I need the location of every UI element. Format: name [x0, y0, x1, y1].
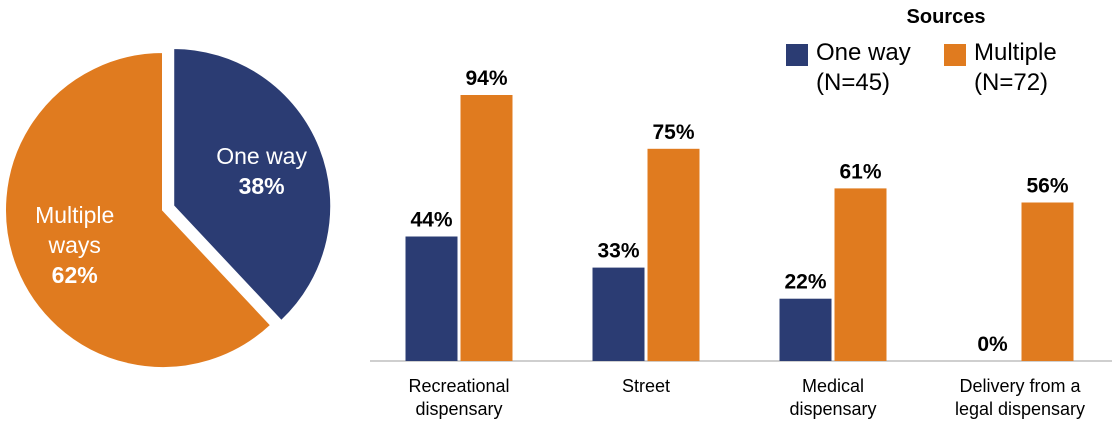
x-tick-label-recreational-dispensary: Recreational [408, 376, 509, 396]
bar-one-way-street [592, 267, 645, 361]
legend-label-multiple: Multiple [974, 39, 1057, 66]
pie-slice-multiple-ways-label: Multiple [35, 202, 114, 228]
pie-slice-multiple-ways-label: ways [47, 232, 100, 258]
pie-slice-one-way-value-label: 38% [239, 173, 285, 199]
bar-one-way-recreational-dispensary [405, 236, 458, 361]
bar-chart: 44% 94% Recreational dispensary 33% 75% Street… [370, 67, 1112, 419]
bar-one-way-medical-dispensary [779, 298, 832, 361]
pie-slice-multiple-ways-value-label: 62% [52, 262, 98, 288]
legend-n-one-way: (N=45) [816, 69, 891, 96]
pie-slice-one-way [172, 46, 333, 323]
x-tick-label-street: Street [622, 376, 670, 396]
bar-multiple-medical-dispensary [834, 188, 887, 361]
pie-slice-multiple-ways [4, 50, 273, 369]
pie-slice-one-way-label: One way [216, 143, 307, 169]
legend-n-multiple: (N=72) [974, 69, 1049, 96]
bar-one-way-recreational-dispensary-value-label: 44% [410, 209, 452, 232]
x-tick-label-delivery-from-a-legal-dispensary: Delivery from a [959, 376, 1081, 396]
x-tick-label-medical-dispensary: dispensary [789, 399, 876, 419]
pie-chart: One way 38% Multiple ways 62% [4, 46, 333, 369]
bar-multiple-medical-dispensary-value-label: 61% [839, 160, 881, 183]
bar-multiple-recreational-dispensary-value-label: 94% [465, 67, 507, 90]
legend-swatch-multiple [944, 44, 966, 66]
legend-label-one-way: One way [816, 39, 911, 66]
legend-item-multiple: Multiple (N=72) [944, 38, 1104, 102]
legend-swatch-one-way [786, 44, 808, 66]
x-tick-label-delivery-from-a-legal-dispensary: legal dispensary [955, 399, 1085, 419]
legend-item-one-way: One way (N=45) [786, 38, 936, 102]
bar-one-way-medical-dispensary-value-label: 22% [784, 271, 826, 294]
bar-multiple-delivery-from-a-legal-dispensary [1021, 202, 1074, 361]
x-tick-label-medical-dispensary: Medical [802, 376, 864, 396]
bar-multiple-street-value-label: 75% [652, 121, 694, 144]
legend-title: Sources [906, 6, 986, 28]
bar-multiple-street [647, 148, 700, 362]
bar-one-way-delivery-from-a-legal-dispensary-value-label: 0% [977, 333, 1008, 356]
bar-multiple-delivery-from-a-legal-dispensary-value-label: 56% [1026, 175, 1068, 198]
legend: Sources One way (N=45) Multiple (N=72) [786, 4, 1106, 104]
x-tick-label-recreational-dispensary: dispensary [415, 399, 502, 419]
bar-one-way-street-value-label: 33% [597, 240, 639, 263]
bar-multiple-recreational-dispensary [460, 95, 513, 361]
